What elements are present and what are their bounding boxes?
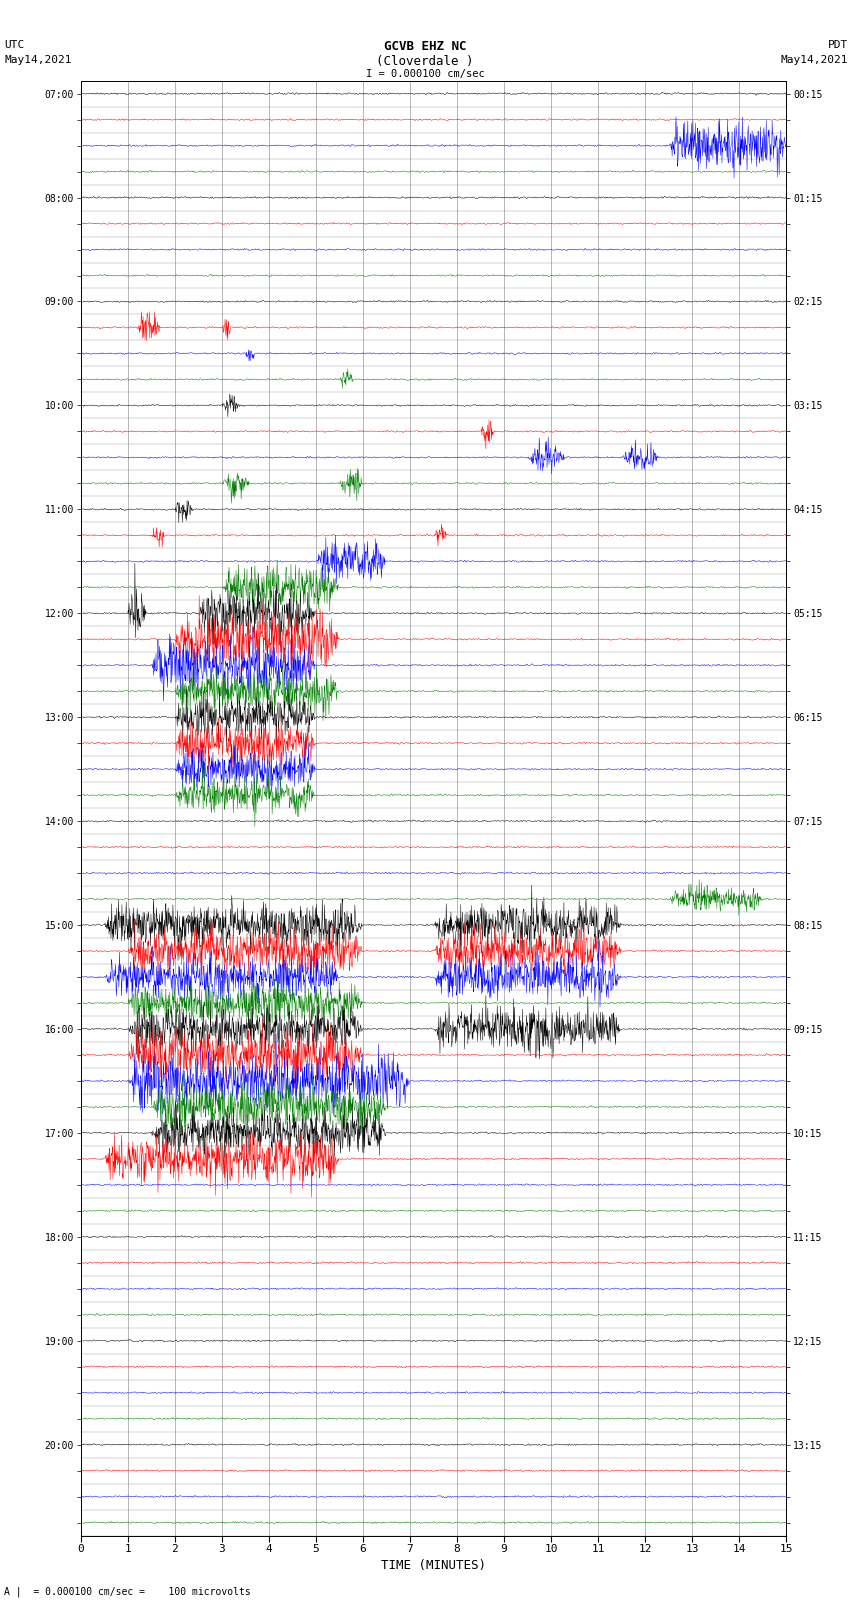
Text: A |  = 0.000100 cm/sec =    100 microvolts: A | = 0.000100 cm/sec = 100 microvolts <box>4 1586 251 1597</box>
X-axis label: TIME (MINUTES): TIME (MINUTES) <box>381 1560 486 1573</box>
Text: May14,2021: May14,2021 <box>781 55 848 65</box>
Text: May14,2021: May14,2021 <box>4 55 71 65</box>
Text: UTC: UTC <box>4 40 25 50</box>
Text: GCVB EHZ NC: GCVB EHZ NC <box>383 40 467 53</box>
Text: (Cloverdale ): (Cloverdale ) <box>377 55 473 68</box>
Text: PDT: PDT <box>828 40 848 50</box>
Text: I = 0.000100 cm/sec: I = 0.000100 cm/sec <box>366 69 484 79</box>
